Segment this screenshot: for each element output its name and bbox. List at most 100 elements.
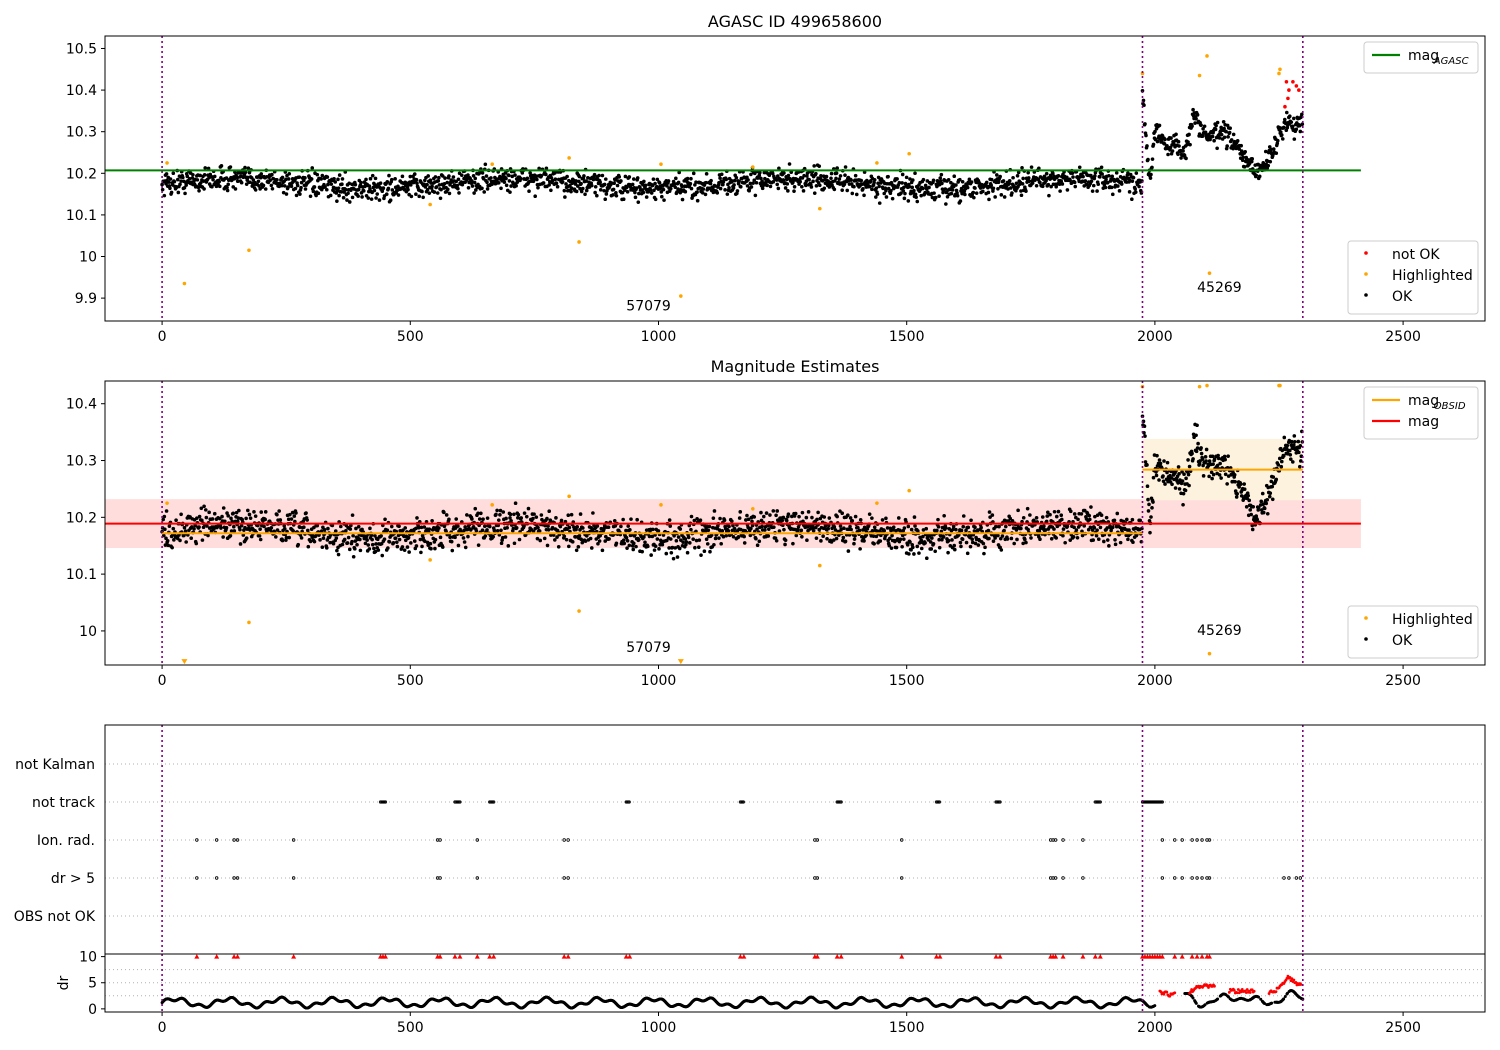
data-point-ok bbox=[427, 191, 432, 195]
data-point-ok bbox=[615, 183, 620, 188]
data-point-ok bbox=[592, 172, 597, 177]
data-point-ok bbox=[244, 536, 249, 540]
data-point-ok bbox=[1187, 483, 1191, 488]
data-point-ok bbox=[476, 543, 481, 547]
data-point-highlighted bbox=[875, 161, 879, 165]
data-point-highlighted bbox=[875, 501, 879, 505]
data-point-ok bbox=[677, 546, 682, 551]
data-point-highlighted bbox=[490, 503, 494, 507]
data-point-ok bbox=[477, 517, 482, 521]
y-tick-label: 10.5 bbox=[66, 41, 97, 57]
data-point-ok bbox=[937, 194, 941, 198]
data-point-ok bbox=[305, 528, 310, 533]
data-point-ok bbox=[983, 545, 987, 550]
data-point-ok bbox=[1186, 458, 1190, 462]
data-point-ok bbox=[495, 528, 500, 533]
data-point-ok bbox=[775, 509, 780, 513]
data-point-ok bbox=[651, 527, 655, 532]
data-point-ok bbox=[1225, 144, 1229, 148]
data-point-ok bbox=[1250, 157, 1255, 161]
data-point-ok bbox=[502, 180, 507, 184]
data-point-highlighted bbox=[165, 501, 169, 505]
data-point-ok bbox=[379, 534, 383, 538]
data-point-ok bbox=[965, 185, 970, 190]
data-point-ok bbox=[712, 509, 717, 513]
data-point-ok bbox=[736, 535, 741, 539]
data-point-ok bbox=[940, 181, 944, 186]
data-point-ok bbox=[960, 537, 965, 542]
data-point-ok bbox=[763, 528, 767, 532]
data-point-ok bbox=[660, 194, 664, 199]
data-point-ok bbox=[906, 524, 911, 529]
data-point-highlighted bbox=[1278, 383, 1282, 388]
data-point-ok bbox=[518, 176, 523, 181]
data-point-ok bbox=[1140, 88, 1145, 93]
data-point-ok bbox=[541, 181, 546, 185]
data-point-ok bbox=[517, 537, 522, 542]
data-point-ok bbox=[324, 187, 329, 192]
data-point-ok bbox=[386, 546, 390, 550]
data-point-ok bbox=[414, 526, 418, 531]
data-point-ok bbox=[1010, 191, 1014, 195]
data-point-ok bbox=[454, 517, 459, 521]
data-point-ok bbox=[1020, 182, 1025, 186]
data-point-ok bbox=[345, 198, 349, 202]
data-point-ok bbox=[199, 506, 204, 511]
data-point-ok bbox=[641, 190, 646, 195]
data-point-ok bbox=[652, 188, 656, 193]
data-point-ok bbox=[556, 544, 561, 549]
data-point-ok bbox=[184, 540, 188, 544]
data-point-ok bbox=[991, 186, 996, 191]
data-point-ok bbox=[595, 193, 599, 198]
data-point-ok bbox=[178, 182, 182, 187]
data-point-ok bbox=[578, 512, 583, 516]
data-point-ok bbox=[840, 188, 845, 192]
data-point-ok bbox=[358, 548, 363, 553]
data-point-ok bbox=[1104, 515, 1109, 520]
data-point-ok bbox=[354, 526, 358, 531]
data-point-ok bbox=[1103, 185, 1108, 190]
data-point-ok bbox=[603, 177, 608, 181]
data-point-ok bbox=[774, 513, 778, 518]
data-point-ok bbox=[1187, 132, 1191, 137]
data-point-ok bbox=[542, 536, 547, 541]
data-point-ok bbox=[668, 186, 673, 191]
data-point-ok bbox=[288, 512, 292, 517]
data-point-ok bbox=[507, 179, 512, 183]
data-point-ok bbox=[1226, 454, 1230, 458]
data-point-ok bbox=[387, 173, 391, 178]
data-point-ok bbox=[630, 182, 635, 187]
data-point-ok bbox=[923, 190, 927, 195]
data-point-ok bbox=[845, 188, 850, 193]
data-point-ok bbox=[910, 178, 915, 182]
data-point-ok bbox=[689, 527, 693, 532]
data-point-ok bbox=[886, 186, 891, 191]
data-point-ok bbox=[660, 542, 665, 547]
flag-point bbox=[1053, 838, 1058, 842]
data-point-ok bbox=[961, 524, 966, 529]
data-point-ok bbox=[786, 189, 790, 193]
data-point-ok bbox=[704, 172, 709, 176]
data-point-ok bbox=[554, 516, 558, 520]
data-point-ok bbox=[755, 543, 760, 548]
data-point-highlighted bbox=[567, 156, 571, 160]
data-point-ok bbox=[369, 533, 374, 537]
data-point-ok bbox=[412, 172, 417, 176]
y-tick-label: 10.3 bbox=[66, 125, 97, 141]
data-point-ok bbox=[1015, 173, 1020, 178]
data-point-ok bbox=[695, 190, 699, 194]
data-point-ok bbox=[506, 544, 511, 548]
data-point-ok bbox=[680, 197, 685, 202]
flag-category-label: not Kalman bbox=[15, 757, 95, 773]
data-point-ok bbox=[732, 526, 737, 531]
data-point-ok bbox=[849, 527, 853, 532]
data-point-not-ok bbox=[1283, 104, 1287, 109]
data-point-ok bbox=[681, 540, 685, 544]
data-point-ok bbox=[664, 551, 669, 556]
data-point-ok bbox=[191, 173, 195, 177]
data-point-ok bbox=[1183, 488, 1188, 493]
data-point-ok bbox=[409, 541, 413, 545]
data-point-ok bbox=[1210, 134, 1215, 139]
data-point-ok bbox=[465, 513, 469, 517]
data-point-ok bbox=[1201, 474, 1206, 478]
